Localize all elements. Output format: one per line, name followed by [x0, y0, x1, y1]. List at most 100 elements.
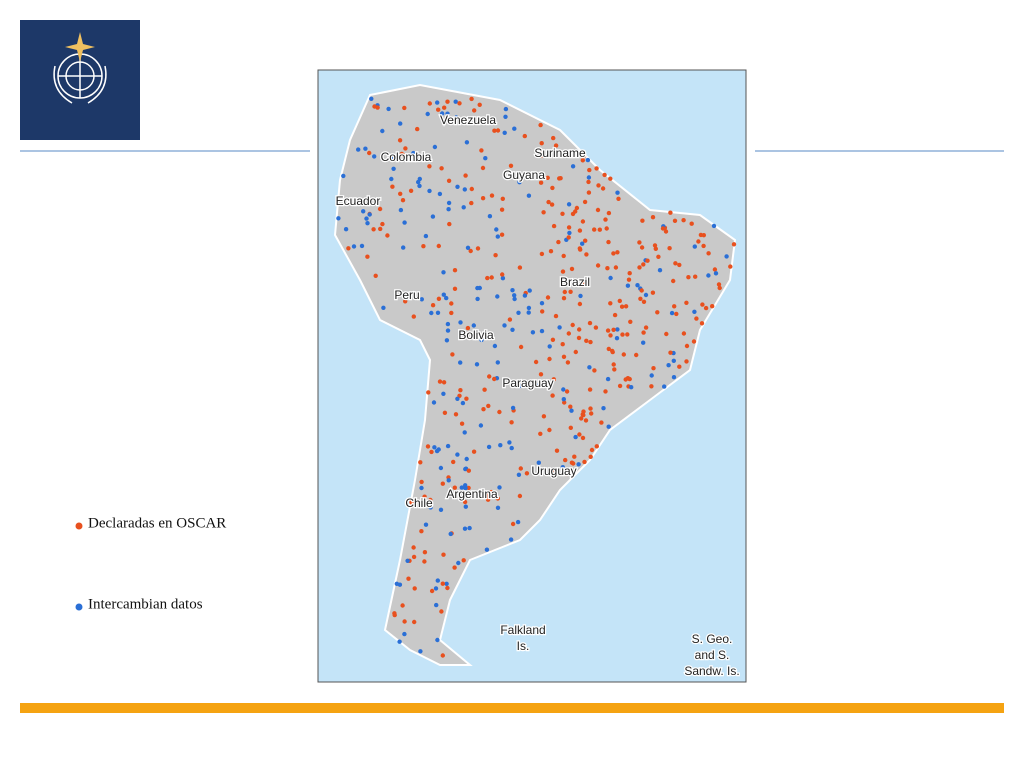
station-dot	[446, 207, 451, 212]
station-dot	[502, 130, 507, 135]
station-dot	[570, 322, 575, 328]
station-dot	[432, 445, 437, 450]
station-dot	[639, 245, 645, 250]
station-dot	[561, 253, 566, 259]
station-dot	[462, 187, 467, 192]
station-dot	[560, 211, 565, 216]
station-dot	[566, 331, 571, 336]
station-dot	[524, 471, 530, 476]
station-dot	[516, 310, 521, 315]
country-label: Brazil	[560, 275, 590, 289]
station-dot	[694, 316, 699, 321]
station-dot	[539, 141, 544, 146]
station-dot	[378, 226, 383, 232]
station-dot	[430, 303, 436, 308]
station-dot	[346, 246, 351, 251]
station-dot	[703, 305, 709, 311]
station-dot	[554, 448, 560, 453]
station-dot	[562, 289, 567, 295]
station-dot	[431, 400, 437, 405]
station-dot	[641, 262, 646, 267]
station-dot	[441, 391, 446, 396]
station-dot	[508, 163, 514, 168]
station-dot	[377, 206, 383, 212]
station-dot	[576, 462, 581, 467]
country-label: Bolivia	[458, 328, 494, 342]
station-dot	[653, 246, 658, 251]
station-dot	[391, 166, 396, 171]
station-dot	[691, 339, 697, 344]
station-dot	[588, 454, 593, 459]
station-dot	[452, 485, 457, 490]
station-dot	[671, 375, 677, 380]
station-dot	[367, 150, 372, 156]
station-dot	[454, 115, 459, 120]
station-dot	[450, 352, 455, 357]
station-dot	[577, 228, 583, 233]
station-dot	[487, 374, 492, 379]
station-dot	[606, 424, 611, 429]
station-dot	[503, 106, 509, 112]
station-dot	[500, 276, 506, 281]
station-dot	[445, 328, 451, 333]
station-dot	[551, 223, 557, 229]
station-dot	[566, 225, 572, 230]
station-dot	[380, 128, 385, 134]
station-dot	[465, 245, 471, 250]
station-dot	[577, 327, 582, 332]
station-dot	[385, 233, 390, 238]
station-dot	[445, 321, 451, 327]
station-dot	[392, 611, 397, 616]
station-dot	[469, 200, 474, 206]
station-dot	[587, 387, 593, 392]
station-dot	[617, 383, 623, 389]
station-dot	[641, 330, 646, 335]
station-dot	[479, 148, 484, 153]
station-dot	[549, 468, 555, 473]
station-dot	[391, 156, 396, 162]
station-dot	[428, 505, 433, 510]
station-dot	[641, 340, 646, 345]
legend-label: Intercambian datos	[88, 596, 203, 612]
station-dot	[584, 252, 589, 257]
station-dot	[419, 485, 424, 491]
station-dot	[576, 335, 582, 341]
station-dot	[580, 241, 585, 246]
station-dot	[471, 449, 477, 454]
station-dot	[539, 301, 545, 306]
station-dot	[545, 175, 550, 180]
station-dot	[627, 271, 632, 276]
country-label: Suriname	[534, 146, 586, 160]
station-dot	[442, 105, 447, 110]
station-dot	[435, 100, 440, 105]
station-dot	[351, 244, 357, 249]
station-dot	[508, 537, 514, 542]
station-dot	[458, 331, 463, 337]
station-dot	[495, 128, 501, 133]
station-dot	[655, 310, 660, 315]
station-dot	[540, 149, 545, 155]
station-dot	[486, 403, 491, 409]
station-dot	[657, 268, 663, 273]
station-dot	[637, 240, 642, 245]
station-dot	[580, 158, 585, 163]
station-dot	[458, 360, 463, 365]
station-dot	[471, 323, 476, 328]
station-dot	[510, 405, 516, 411]
station-dot	[568, 404, 573, 409]
station-dot	[493, 253, 498, 258]
station-dot	[397, 639, 402, 644]
station-dot	[573, 209, 578, 214]
station-dot	[537, 382, 542, 387]
station-dot	[608, 301, 613, 306]
station-dot	[592, 368, 597, 373]
station-dot	[411, 554, 417, 560]
station-dot	[589, 411, 594, 416]
station-dot	[411, 545, 416, 550]
station-dot	[645, 258, 650, 263]
station-dot	[620, 332, 625, 337]
station-dot	[595, 207, 601, 213]
wmo-emblem	[53, 32, 107, 104]
station-dot	[440, 481, 445, 486]
